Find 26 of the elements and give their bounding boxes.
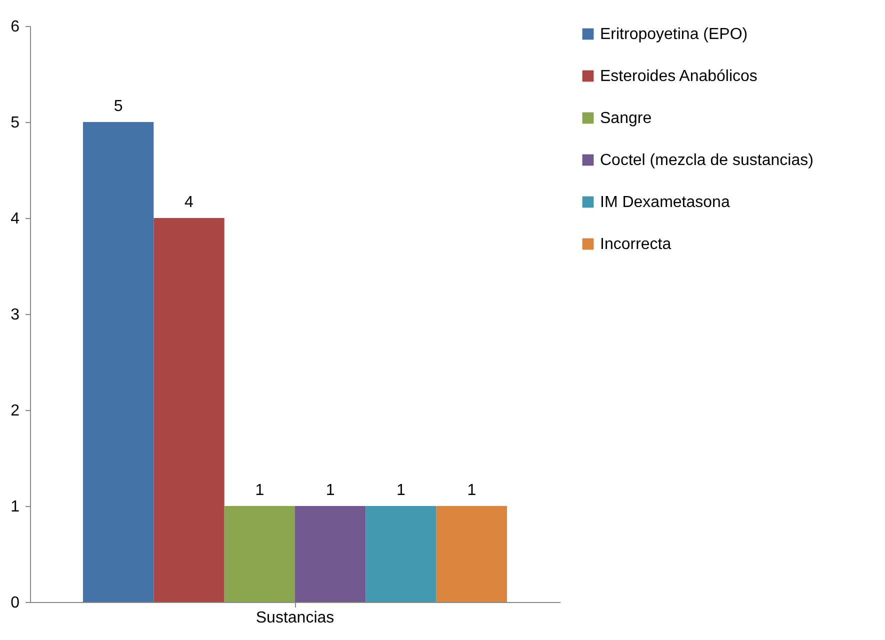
bar: [224, 506, 295, 602]
legend-label: IM Dexametasona: [600, 194, 730, 211]
bar: [154, 218, 224, 602]
data-label: 1: [255, 482, 264, 499]
data-label: 5: [114, 98, 123, 115]
legend-label: Esteroides Anabólicos: [600, 68, 758, 85]
y-tick-label: 6: [10, 18, 20, 36]
bar: [295, 506, 366, 602]
y-tick-label: 5: [10, 114, 20, 132]
legend-label: Incorrecta: [600, 236, 672, 253]
bar: [366, 506, 436, 602]
data-label: 4: [184, 194, 194, 211]
y-tick-label: 3: [10, 306, 20, 324]
legend-label: Eritropoyetina (EPO): [600, 26, 748, 43]
bar: [436, 506, 507, 602]
y-tick-label: 1: [10, 498, 20, 516]
data-label: 1: [326, 482, 335, 499]
bar: [83, 122, 154, 602]
y-tick-label: 0: [10, 594, 20, 612]
x-tick-label: Sustancias: [256, 610, 334, 626]
y-tick-label: 2: [10, 402, 20, 420]
data-label: 1: [467, 482, 476, 499]
data-label: 1: [396, 482, 406, 499]
y-tick-label: 4: [10, 210, 20, 228]
legend-label: Coctel (mezcla de sustancias): [600, 152, 814, 169]
legend-label: Sangre: [600, 110, 652, 127]
